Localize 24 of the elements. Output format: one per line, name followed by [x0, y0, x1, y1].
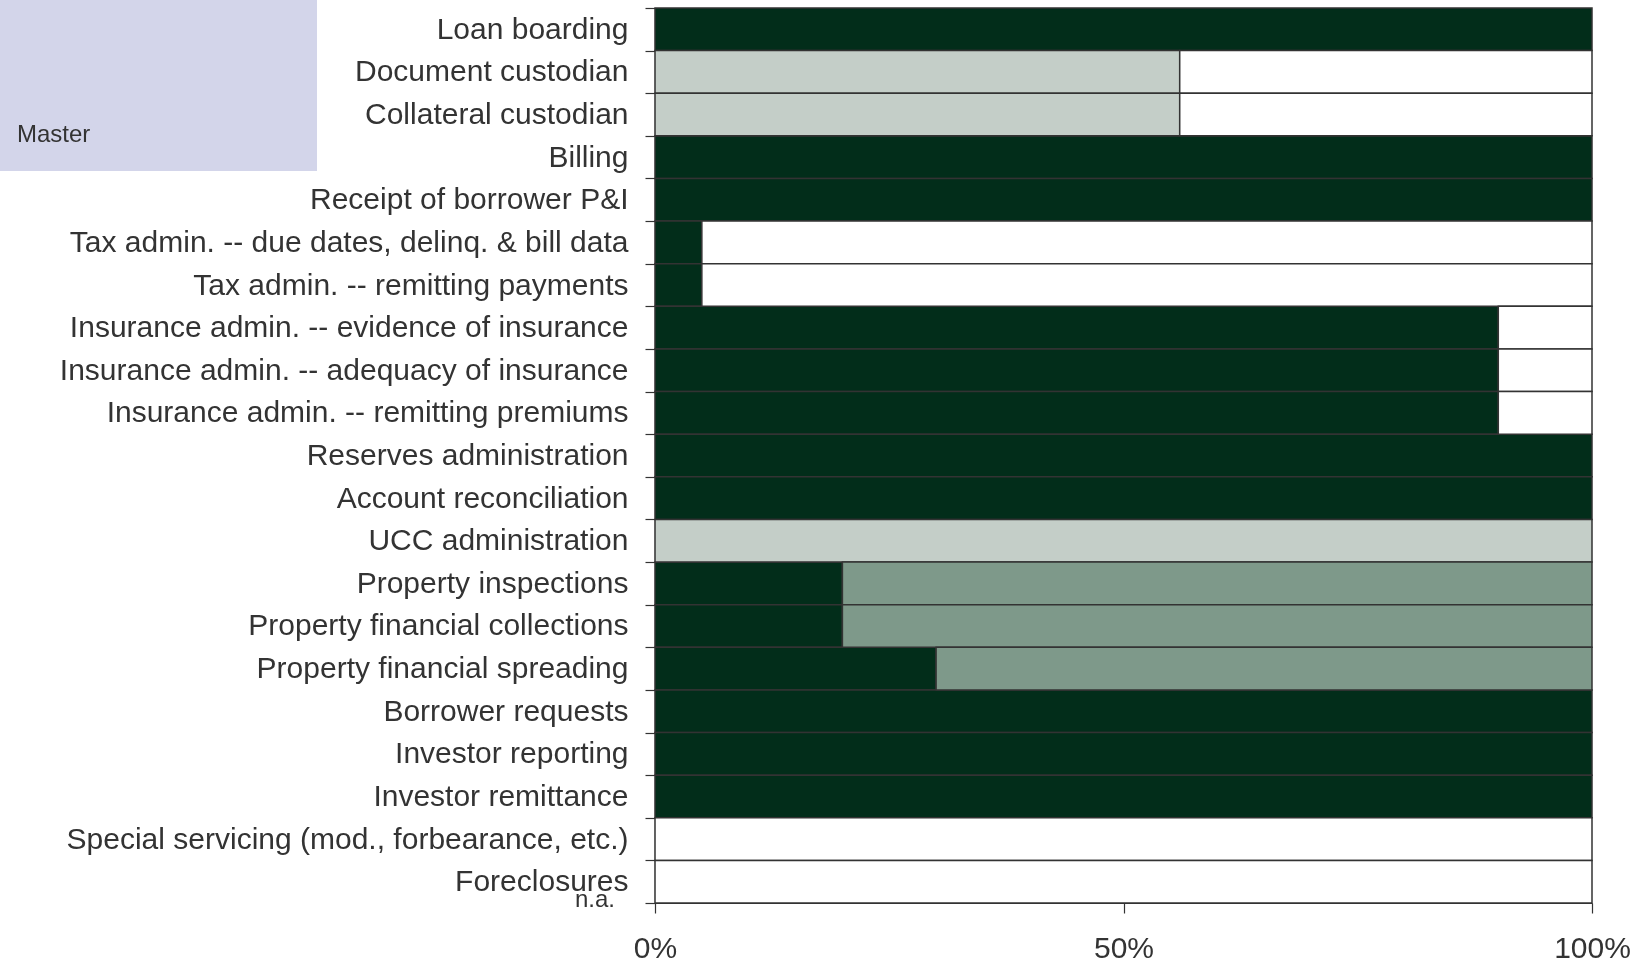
y-tick-label: Investor remittance	[373, 778, 629, 812]
y-tick-label: Account reconciliation	[336, 480, 629, 514]
y-tick-label: Borrower requests	[383, 693, 629, 727]
shaded-box: Master	[0, 0, 317, 171]
y-tick-label: Property inspections	[356, 565, 629, 599]
y-tick-label: Collateral custodian	[365, 97, 629, 131]
x-tick-label: 0%	[633, 930, 678, 964]
y-tick-label: Reserves administration	[306, 438, 629, 471]
x-tick-label: 50%	[1093, 930, 1155, 964]
y-tick-label: Loan boarding	[436, 11, 629, 45]
y-tick-label: Tax admin. -- remitting payments	[193, 267, 629, 301]
y-tick-label: Property financial spreading	[256, 651, 629, 685]
y-tick-label: Receipt of borrower P&I	[310, 182, 629, 216]
y-tick-label: Insurance admin. -- adequacy of insurance	[59, 352, 629, 386]
y-tick-label: Insurance admin. -- remitting premiums	[106, 395, 629, 429]
y-tick-label: Insurance admin. -- evidence of insurance	[69, 310, 629, 344]
y-tick-label: UCC administration	[368, 523, 629, 557]
y-tick-label: Investor reporting	[395, 736, 629, 770]
y-tick-label: Document custodian	[355, 54, 629, 88]
y-tick-label: Tax admin. -- due dates, delinq. & bill data	[69, 224, 629, 258]
y-tick-label: Special servicing (mod., forbearance, etc.)	[66, 821, 629, 855]
y-tick-label: Billing	[548, 139, 629, 173]
y-tick-label: Property financial collections	[248, 608, 629, 642]
x-tick-label: 100%	[1554, 930, 1631, 964]
